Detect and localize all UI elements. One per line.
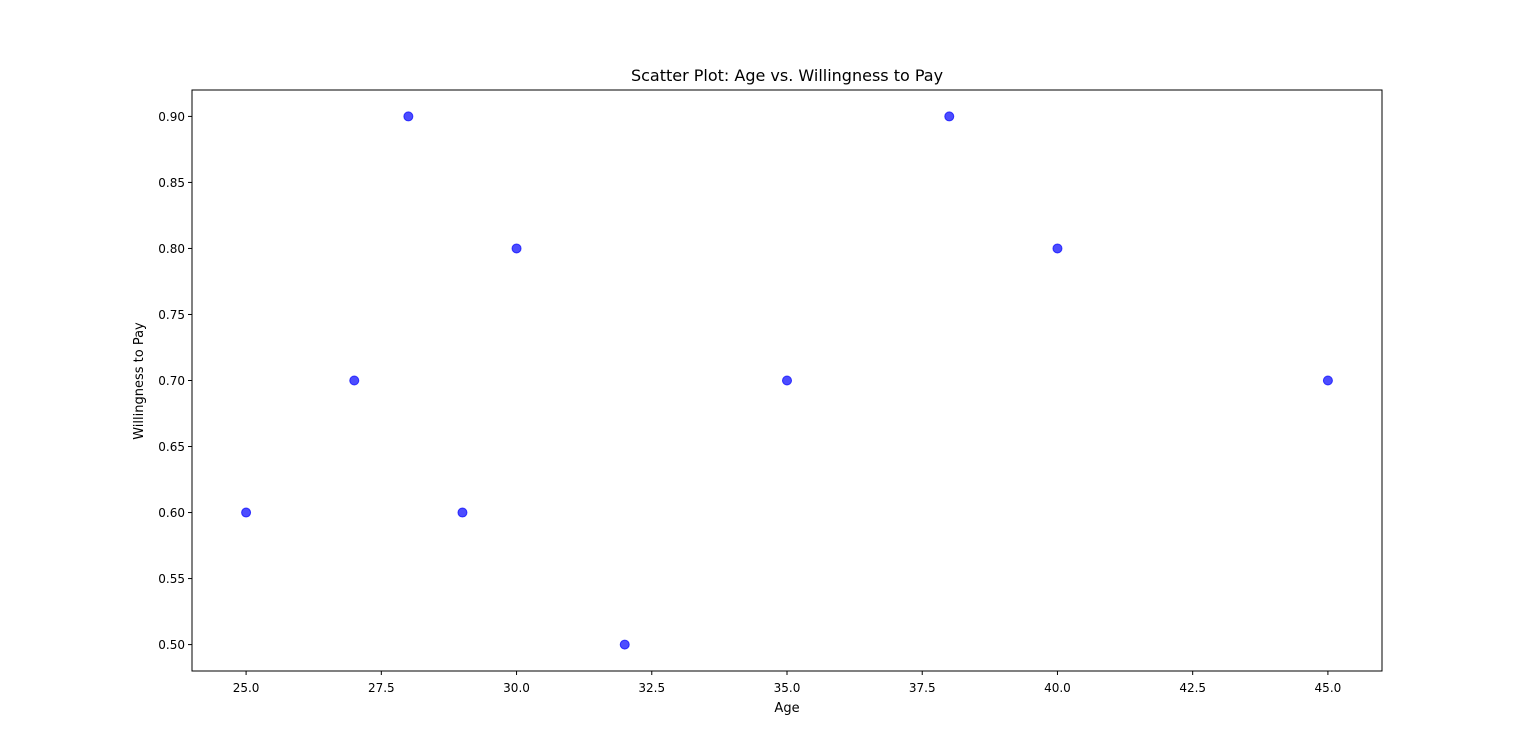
scatter-point <box>619 639 630 650</box>
x-tick-label: 45.0 <box>1315 681 1342 695</box>
x-tick-label: 37.5 <box>909 681 936 695</box>
scatter-point <box>782 375 792 386</box>
x-tick-label: 27.5 <box>368 681 395 695</box>
x-tick-label: 32.5 <box>638 681 665 695</box>
scatter-point <box>457 507 468 518</box>
data-points <box>241 111 1333 650</box>
scatter-point <box>241 507 252 518</box>
scatter-point <box>944 111 955 122</box>
y-tick-label: 0.85 <box>158 176 185 190</box>
y-tick-label: 0.70 <box>158 374 185 388</box>
x-tick-label: 42.5 <box>1179 681 1206 695</box>
chart-title: Scatter Plot: Age vs. Willingness to Pay <box>631 66 943 85</box>
y-tick-label: 0.55 <box>158 572 185 586</box>
y-tick-label: 0.90 <box>158 110 185 124</box>
plot-area-frame <box>191 89 1383 672</box>
x-tick-label: 35.0 <box>774 681 801 695</box>
x-axis-label: Age <box>774 701 799 716</box>
y-tick-label: 0.60 <box>158 506 185 520</box>
y-tick-label: 0.80 <box>158 242 185 256</box>
x-tick-label: 25.0 <box>233 681 260 695</box>
x-tick-label: 30.0 <box>503 681 530 695</box>
y-tick-label: 0.65 <box>158 440 185 454</box>
x-axis-ticks: 25.0 27.5 30.0 32.5 35.0 37.5 40.0 42.5 45.0 <box>233 671 1342 695</box>
scatter-point <box>403 111 414 122</box>
y-axis-ticks: 0.50 0.55 0.60 0.65 0.70 0.75 0.80 0.85 0.90 <box>158 110 192 652</box>
scatter-point <box>349 375 360 386</box>
scatter-point <box>1322 375 1333 386</box>
scatter-point <box>1052 243 1063 254</box>
x-tick-label: 40.0 <box>1044 681 1071 695</box>
y-axis-label: Willingness to Pay <box>132 322 147 440</box>
scatter-point <box>511 243 522 254</box>
y-tick-label: 0.50 <box>158 638 185 652</box>
y-tick-label: 0.75 <box>158 308 185 322</box>
